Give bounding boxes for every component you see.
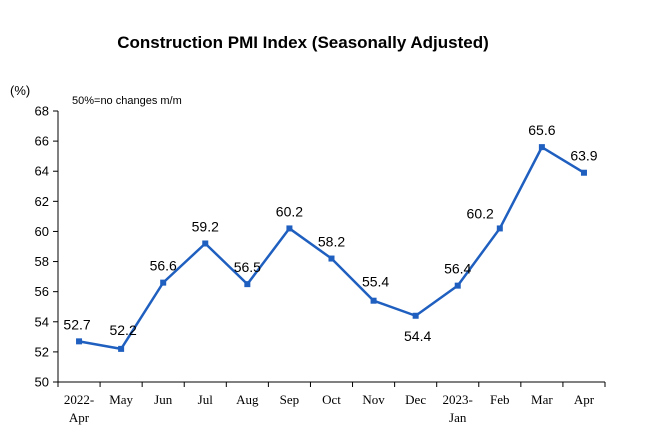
data-point bbox=[286, 225, 293, 232]
x-tick-label: Feb bbox=[490, 392, 510, 407]
data-label: 52.2 bbox=[109, 322, 136, 338]
x-tick-label: Jul bbox=[198, 392, 214, 407]
x-tick-label: Jan bbox=[449, 410, 467, 425]
data-label: 65.6 bbox=[528, 122, 555, 138]
data-label: 56.4 bbox=[444, 261, 471, 277]
data-point bbox=[76, 338, 83, 345]
data-labels: 52.7 52.2 56.6 59.2 56.5 60.2 58.2 55.4 54.4 56.4… bbox=[63, 122, 597, 344]
data-label: 63.9 bbox=[570, 148, 597, 164]
data-label: 56.6 bbox=[150, 258, 177, 274]
data-point bbox=[160, 279, 167, 286]
data-point bbox=[496, 225, 503, 232]
data-point bbox=[538, 144, 545, 151]
x-tick-label: 2023- bbox=[443, 392, 473, 407]
x-tick-label: Dec bbox=[405, 392, 426, 407]
data-label: 60.2 bbox=[467, 205, 494, 221]
y-tick-label: 52 bbox=[35, 344, 49, 359]
y-tick-label: 62 bbox=[35, 194, 49, 209]
y-tick-label: 60 bbox=[35, 224, 49, 239]
data-label: 60.2 bbox=[276, 203, 303, 219]
chart-note: 50%=no changes m/m bbox=[72, 95, 182, 107]
x-axis-ticks: 2022- Apr May Jun Jul Aug Sep Oct Nov Dec 2023- Jan… bbox=[57, 382, 606, 425]
axes bbox=[57, 111, 605, 383]
data-label: 55.4 bbox=[362, 274, 389, 290]
x-tick-label: Mar bbox=[531, 392, 553, 407]
chart-title: Construction PMI Index (Seasonally Adjus… bbox=[117, 33, 489, 52]
y-tick-label: 68 bbox=[35, 104, 49, 119]
y-tick-label: 64 bbox=[35, 164, 49, 179]
y-tick-label: 56 bbox=[35, 284, 49, 299]
x-tick-label: May bbox=[109, 392, 133, 407]
y-tick-label: 54 bbox=[35, 314, 49, 329]
data-point bbox=[454, 282, 461, 289]
data-point bbox=[202, 240, 209, 247]
data-point bbox=[412, 312, 419, 319]
y-axis-ticks: 50 52 54 56 58 60 62 64 66 68 bbox=[35, 104, 58, 390]
data-label: 58.2 bbox=[318, 234, 345, 250]
x-tick-label: Jun bbox=[154, 392, 173, 407]
data-label: 59.2 bbox=[192, 218, 219, 234]
data-point bbox=[580, 169, 587, 176]
data-point bbox=[370, 297, 377, 304]
y-tick-label: 58 bbox=[35, 254, 49, 269]
x-tick-label: Oct bbox=[322, 392, 341, 407]
series bbox=[76, 144, 587, 352]
x-tick-label: Nov bbox=[362, 392, 385, 407]
data-label: 54.4 bbox=[404, 328, 431, 344]
x-tick-label: Sep bbox=[280, 392, 300, 407]
x-tick-label: 2022- bbox=[64, 392, 94, 407]
x-tick-label: Apr bbox=[69, 410, 90, 425]
data-point bbox=[328, 255, 335, 262]
y-tick-label: 50 bbox=[35, 375, 49, 390]
data-label: 52.7 bbox=[63, 316, 90, 332]
data-point bbox=[244, 281, 251, 288]
y-tick-label: 66 bbox=[35, 134, 49, 149]
y-axis-unit: (%) bbox=[10, 83, 30, 98]
data-point bbox=[118, 345, 125, 352]
data-label: 56.5 bbox=[234, 259, 261, 275]
x-tick-label: Aug bbox=[236, 392, 259, 407]
x-tick-label: Apr bbox=[574, 392, 595, 407]
